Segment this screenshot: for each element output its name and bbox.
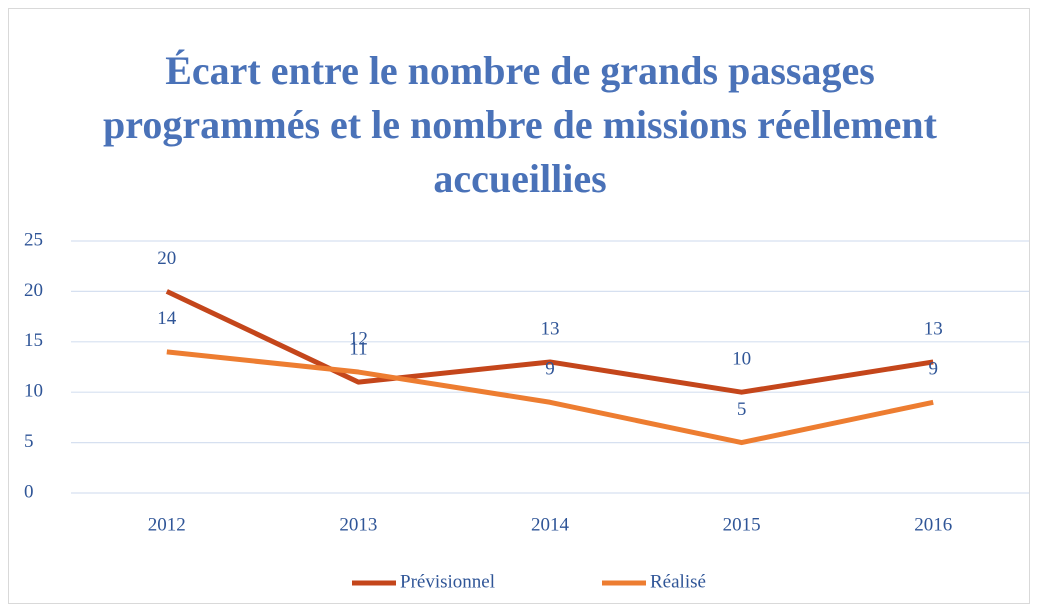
data-label: 11 <box>349 338 367 359</box>
x-tick-label: 2012 <box>148 514 186 535</box>
x-tick-label: 2013 <box>339 514 377 535</box>
data-label: 10 <box>732 349 751 370</box>
data-label: 14 <box>157 308 177 329</box>
data-label: 9 <box>928 359 938 380</box>
data-label: 9 <box>545 359 555 380</box>
chart-frame <box>8 8 1030 604</box>
data-label: 13 <box>924 318 943 339</box>
x-tick-label: 2014 <box>531 514 570 535</box>
y-tick-label: 15 <box>24 330 43 351</box>
chart-title: Écart entre le nombre de grands passages… <box>103 48 937 201</box>
x-tick-label: 2016 <box>914 514 952 535</box>
data-label: 5 <box>737 399 747 420</box>
series-line <box>165 289 934 395</box>
data-label: 13 <box>541 318 560 339</box>
data-label: 12 <box>349 328 368 349</box>
x-tick-label: 2015 <box>723 514 761 535</box>
legend-label: Prévisionnel <box>400 571 495 592</box>
y-tick-label: 10 <box>24 381 43 402</box>
y-tick-label: 25 <box>24 229 43 250</box>
data-label: 20 <box>157 248 176 269</box>
legend-label: Réalisé <box>650 571 706 592</box>
y-tick-label: 20 <box>24 280 43 301</box>
y-tick-label: 5 <box>24 431 34 452</box>
series-line <box>166 349 934 446</box>
y-tick-label: 0 <box>24 481 34 502</box>
